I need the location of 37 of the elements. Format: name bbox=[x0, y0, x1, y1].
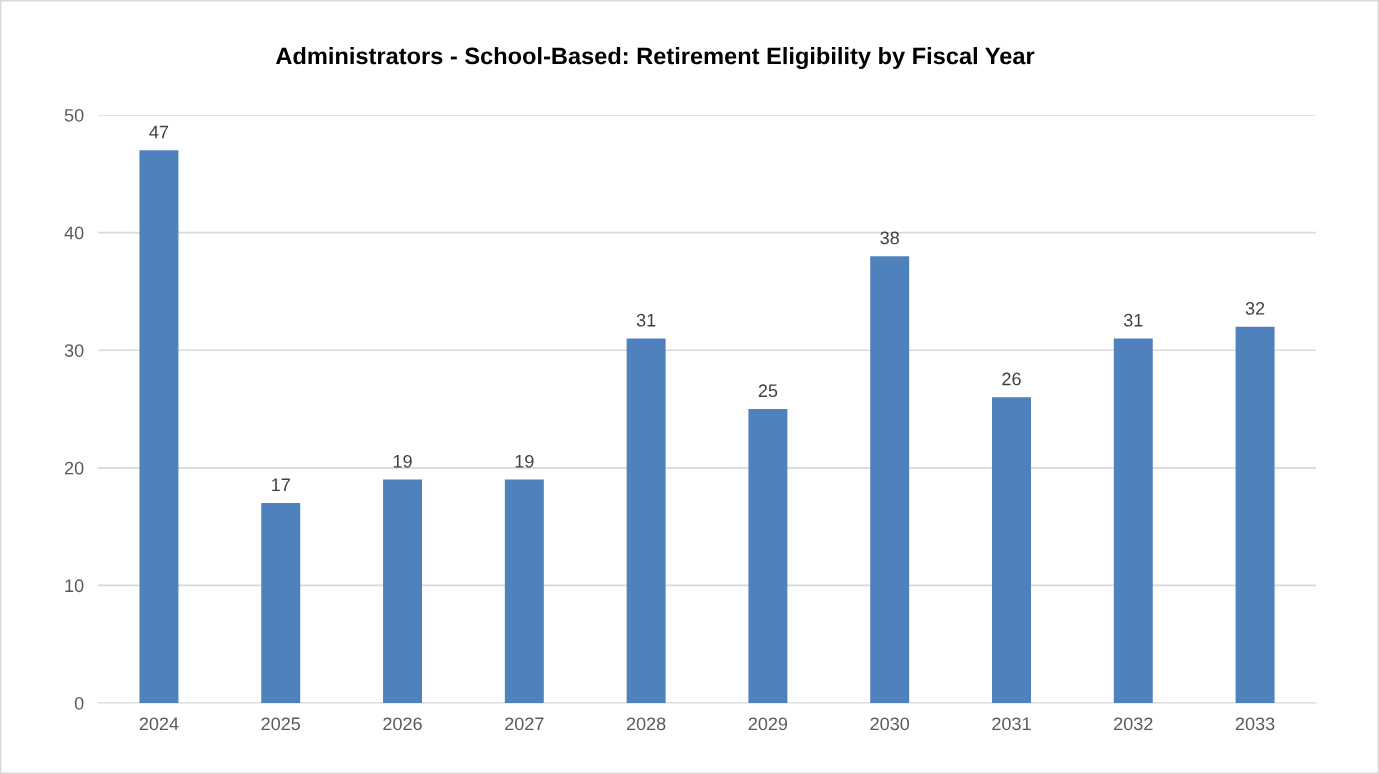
y-tick-label: 40 bbox=[64, 226, 84, 240]
data-label: 25 bbox=[758, 384, 778, 398]
y-tick-label: 30 bbox=[64, 344, 84, 357]
bar bbox=[383, 479, 423, 704]
data-label: 32 bbox=[1245, 302, 1265, 315]
bar bbox=[748, 409, 788, 704]
chart-title: Administrators - School-Based: Retirement Eligibility by Fiscal Year bbox=[276, 46, 1035, 70]
bar bbox=[139, 150, 179, 704]
y-tick-label: 10 bbox=[65, 579, 84, 593]
x-tick-label: 2033 bbox=[1235, 717, 1275, 731]
x-tick-label: 2026 bbox=[383, 717, 422, 731]
data-label: 19 bbox=[515, 454, 534, 468]
x-tick-label: 2030 bbox=[870, 717, 910, 731]
data-label: 47 bbox=[149, 125, 169, 139]
data-label: 26 bbox=[1002, 372, 1021, 386]
x-tick-label: 2028 bbox=[626, 717, 666, 731]
data-label: 31 bbox=[636, 313, 656, 327]
bar bbox=[504, 479, 544, 704]
bar bbox=[1235, 326, 1275, 704]
x-tick-label: 2029 bbox=[748, 717, 788, 731]
bar bbox=[261, 503, 301, 704]
bar bbox=[1113, 338, 1153, 704]
x-tick-label: 2024 bbox=[139, 717, 179, 731]
data-label: 31 bbox=[1123, 313, 1143, 327]
x-tick-label: 2032 bbox=[1114, 717, 1153, 731]
bar bbox=[870, 256, 910, 704]
bar bbox=[626, 338, 666, 704]
data-label: 19 bbox=[393, 454, 412, 468]
y-tick-label: 20 bbox=[64, 461, 84, 475]
y-tick-label: 50 bbox=[64, 108, 84, 122]
data-label: 38 bbox=[880, 231, 899, 245]
x-tick-label: 2027 bbox=[505, 717, 544, 731]
y-tick-label: 0 bbox=[74, 696, 84, 710]
x-tick-label: 2031 bbox=[992, 717, 1031, 731]
bar bbox=[992, 397, 1031, 704]
data-label: 17 bbox=[272, 478, 290, 492]
x-tick-label: 2025 bbox=[261, 717, 301, 731]
